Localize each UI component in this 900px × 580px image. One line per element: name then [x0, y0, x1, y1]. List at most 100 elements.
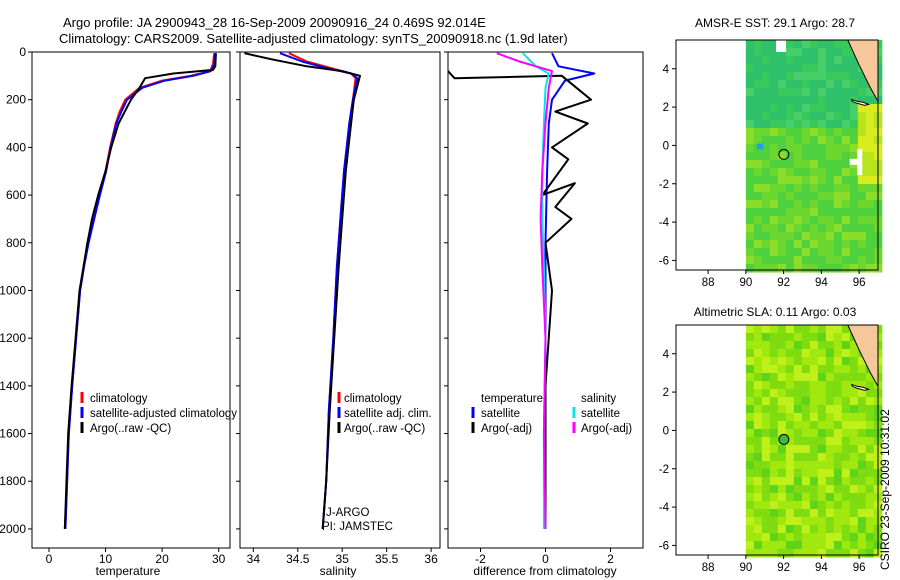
map-cell: [801, 437, 811, 446]
map-cell: [833, 429, 843, 438]
depth-tick-label: 1200: [0, 331, 26, 345]
map-cell: [785, 469, 795, 478]
map-cell: [801, 200, 811, 209]
map-cell: [753, 48, 763, 57]
map-cell: [841, 56, 851, 65]
map-cell: [817, 88, 827, 97]
map-cell: [777, 200, 787, 209]
map-cell: [801, 549, 811, 558]
map-cell: [785, 453, 795, 462]
map-cell: [817, 549, 827, 558]
map-cell: [753, 72, 763, 81]
map-cell: [849, 365, 859, 374]
map-cell: [761, 256, 771, 265]
map-cell: [809, 160, 819, 169]
map-cell: [825, 485, 835, 494]
map-cell: [793, 72, 803, 81]
map-cell: [785, 168, 795, 177]
map-cell: [753, 533, 763, 542]
map-cell: [745, 341, 755, 350]
map-cell: [849, 517, 859, 526]
map-cell: [849, 80, 859, 89]
map-cell: [745, 421, 755, 430]
map-cell: [809, 48, 819, 57]
map-cell: [865, 248, 875, 257]
map-cell: [865, 184, 875, 193]
map-cell: [777, 517, 787, 526]
map-cell: [761, 248, 771, 257]
map-cell: [777, 525, 787, 534]
map-cell: [753, 104, 763, 113]
map-cell: [833, 533, 843, 542]
map-cell: [777, 349, 787, 358]
map-cell: [841, 389, 851, 398]
temperature-legend: climatology satellite-adjusted climatolo…: [80, 392, 237, 435]
sst-map-panel: AMSR-E SST: 29.1 Argo: 28.7 88 90 92 94 96 4 2…: [659, 16, 883, 289]
map-cell: [849, 485, 859, 494]
map-cell: [793, 381, 803, 390]
map-cell: [825, 509, 835, 518]
map-cell: [825, 144, 835, 153]
map-cell: [745, 72, 755, 81]
map-cell: [825, 184, 835, 193]
map-cell: [753, 357, 763, 366]
map-cell: [817, 333, 827, 342]
map-cell: [849, 120, 859, 129]
map-cell: [841, 64, 851, 73]
map-cell: [849, 533, 859, 542]
map-cell: [793, 224, 803, 233]
map-cell: [801, 397, 811, 406]
map-cell: [857, 477, 867, 486]
map-cell: [865, 232, 875, 241]
map-cell: [785, 541, 795, 550]
map-cell: [761, 525, 771, 534]
map-cell: [801, 349, 811, 358]
map-cell: [849, 184, 859, 193]
map-cell: [785, 56, 795, 65]
map-cell: [817, 56, 827, 65]
map-cell: [745, 477, 755, 486]
map-cell: [761, 160, 771, 169]
map-cell: [801, 152, 811, 161]
map-cell: [825, 48, 835, 57]
map-cell: [817, 128, 827, 137]
map-cell: [793, 264, 803, 273]
map-cell: [857, 104, 867, 113]
map-cell: [793, 120, 803, 129]
map-cell: [801, 389, 811, 398]
map-cell: [801, 56, 811, 65]
map-cell: [849, 232, 859, 241]
map-cell: [809, 397, 819, 406]
map-cell: [841, 333, 851, 342]
map-cell: [769, 333, 779, 342]
map-cell: [825, 397, 835, 406]
argo-float-marker: [778, 433, 790, 445]
map-ytick-label: -6: [659, 540, 669, 552]
map-cell: [857, 549, 867, 558]
map-cell: [857, 413, 867, 422]
map-cell: [817, 477, 827, 486]
map-cell: [817, 381, 827, 390]
map-cell: [841, 120, 851, 129]
map-cell: [761, 413, 771, 422]
map-cell: [865, 120, 875, 129]
map-cell: [761, 152, 771, 161]
map-cell: [769, 168, 779, 177]
map-cell: [849, 429, 859, 438]
map-cell: [769, 128, 779, 137]
map-cell: [801, 517, 811, 526]
map-cell: [801, 144, 811, 153]
map-cell: [865, 144, 875, 153]
map-cell: [785, 48, 795, 57]
map-cell: [825, 429, 835, 438]
map-cell: [841, 248, 851, 257]
difference-xtick-label: 0: [542, 552, 549, 566]
map-cell: [849, 136, 859, 145]
map-cell: [793, 445, 803, 454]
map-cell: [849, 541, 859, 550]
map-cell: [769, 184, 779, 193]
map-cell: [745, 208, 755, 217]
map-cell: [777, 120, 787, 129]
map-cell: [801, 525, 811, 534]
map-cell: [857, 533, 867, 542]
